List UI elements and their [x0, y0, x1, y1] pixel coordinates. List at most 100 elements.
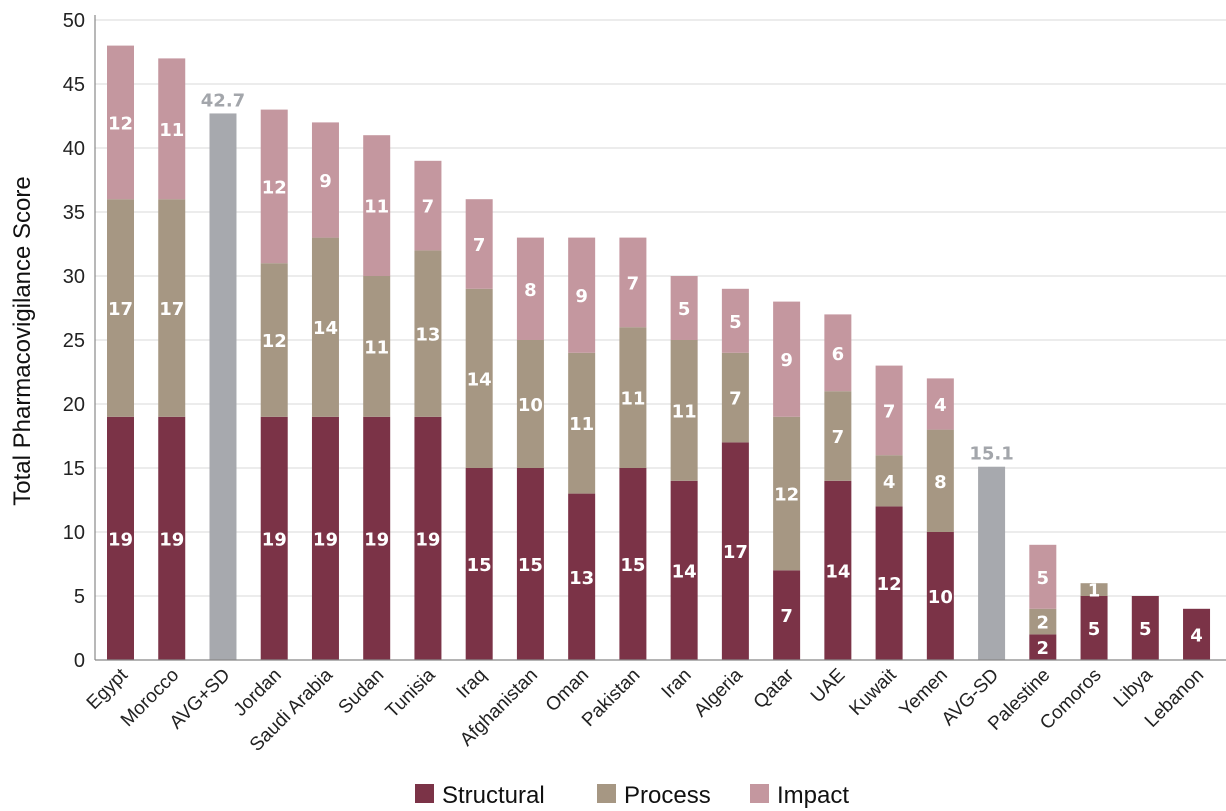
y-tick-label: 30 — [63, 266, 85, 288]
data-label: 7 — [780, 606, 793, 627]
x-category-label: Egypt — [83, 664, 133, 714]
bar-segment-structural — [1131, 596, 1159, 660]
data-label: 4 — [934, 395, 947, 416]
bar-segment-structural — [721, 442, 749, 660]
bar-segment-process — [619, 327, 647, 468]
bar-segment-impact — [260, 109, 288, 264]
data-label: 2 — [1037, 638, 1050, 659]
data-label: 15 — [467, 555, 492, 576]
data-label: 7 — [627, 273, 640, 294]
y-tick-label: 35 — [63, 202, 85, 224]
y-tick-label: 45 — [63, 74, 85, 96]
data-label: 7 — [422, 197, 435, 218]
data-label: 6 — [832, 344, 845, 365]
bar-segment-structural — [414, 416, 442, 660]
legend-label-process: Process — [624, 782, 711, 809]
bar-segment-process — [311, 237, 339, 417]
x-category-label: Algeria — [690, 664, 747, 721]
data-label: 12 — [262, 177, 287, 198]
bar-segment-structural — [670, 480, 698, 660]
bar-segment-impact — [414, 160, 442, 251]
data-label: 7 — [832, 427, 845, 448]
data-label: 9 — [319, 171, 332, 192]
y-tick-label: 25 — [63, 330, 85, 352]
bar-segment-process — [568, 352, 596, 494]
reference-bar — [978, 466, 1006, 660]
data-label: 15 — [620, 555, 645, 576]
bar-segment-process — [875, 455, 903, 507]
legend: Structural Process Impact — [415, 782, 849, 809]
data-label: 9 — [575, 286, 588, 307]
bar-segment-impact — [773, 301, 801, 417]
bar-segment-structural — [1183, 608, 1211, 660]
data-label: 4 — [1190, 625, 1203, 646]
data-label: 8 — [934, 472, 947, 493]
bar-segment-process — [516, 340, 544, 468]
x-category-label: Libya — [1110, 664, 1157, 711]
y-tick-label: 0 — [74, 650, 85, 672]
data-label: 19 — [364, 529, 389, 550]
bar-segment-impact — [311, 122, 339, 238]
bar-segment-impact — [363, 135, 391, 276]
data-label: 13 — [415, 325, 440, 346]
x-category-label: UAE — [807, 665, 849, 707]
data-label: 17 — [723, 542, 748, 563]
bar-segment-structural — [773, 570, 801, 660]
data-label: 12 — [877, 574, 902, 595]
data-label: 11 — [672, 401, 697, 422]
bar-segment-process — [107, 199, 134, 417]
y-tick-label: 10 — [63, 522, 85, 544]
y-tick-label: 20 — [63, 394, 85, 416]
data-label: 2 — [1037, 613, 1050, 634]
legend-swatch-process — [597, 784, 616, 803]
data-label: 11 — [159, 120, 184, 141]
bar-segment-process — [260, 263, 288, 417]
bar-segment-process — [773, 416, 801, 571]
bar-segment-process — [158, 199, 186, 417]
data-label: 19 — [159, 529, 184, 550]
data-label: 1 — [1088, 581, 1101, 602]
bar-segment-structural — [619, 468, 647, 660]
legend-label-impact: Impact — [777, 782, 849, 809]
x-category-label: Qatar — [750, 664, 799, 713]
bar-segment-impact — [926, 378, 954, 430]
bar-segment-process — [414, 250, 442, 417]
bar-segment-process — [363, 276, 391, 417]
bar-segment-structural — [1080, 596, 1108, 660]
data-label: 14 — [467, 369, 492, 390]
data-label: 10 — [928, 587, 953, 608]
bar-segment-structural — [875, 506, 903, 660]
y-tick-label: 15 — [63, 458, 85, 480]
bar-segment-process — [926, 429, 954, 532]
bar-segment-structural — [516, 468, 544, 660]
bar-segment-structural — [260, 416, 288, 660]
bar-segment-structural — [363, 416, 391, 660]
data-label: 17 — [159, 299, 184, 320]
bar-segment-impact — [1029, 544, 1057, 609]
data-label: 5 — [1139, 619, 1152, 640]
bar-segment-structural — [1029, 634, 1057, 660]
data-label: 17 — [108, 299, 133, 320]
legend-label-structural: Structural — [442, 782, 545, 809]
data-label: 19 — [415, 529, 440, 550]
bar-segment-process — [1029, 608, 1057, 635]
bar-segment-impact — [158, 58, 186, 200]
bar-segment-impact — [516, 237, 544, 340]
bar-segment-process — [824, 391, 852, 481]
bar-segment-impact — [107, 45, 134, 200]
y-tick-label: 50 — [63, 10, 85, 32]
reference-value-label: 15.1 — [969, 444, 1013, 465]
bar-segment-impact — [619, 237, 647, 328]
data-label: 5 — [1037, 568, 1050, 589]
bar-segment-impact — [465, 199, 493, 289]
y-tick-label: 5 — [74, 586, 85, 608]
bar-segment-structural — [824, 480, 852, 660]
data-label: 12 — [774, 485, 799, 506]
bar-segment-structural — [926, 532, 954, 660]
data-label: 10 — [518, 395, 543, 416]
bar-segment-process — [721, 352, 749, 443]
data-label: 12 — [262, 331, 287, 352]
bar-segment-structural — [311, 416, 339, 660]
